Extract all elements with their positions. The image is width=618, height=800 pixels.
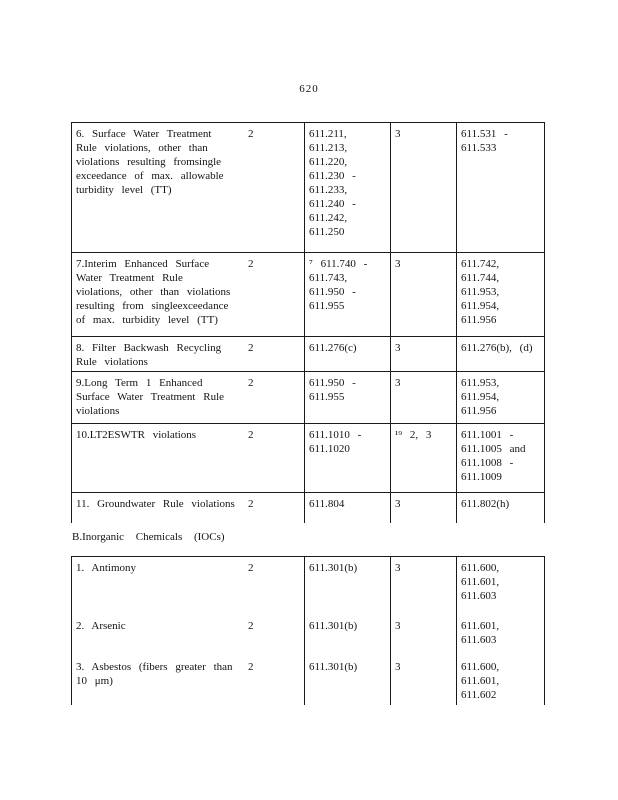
major-citation: 611.950 - 611.955 [309,377,356,403]
contaminant-cell: 11. Groundwater Rule violations 2 [71,492,305,523]
table-row: 2. Arsenic 2 611.301(b) 3 611.601, 611.6… [71,614,545,656]
major-violation-level: 2 [248,258,254,270]
contaminant-description: 7.Interim Enhanced Surface Water Treatme… [76,258,231,326]
contaminant-description: 6. Surface Water Treatment Rule violatio… [76,128,224,196]
minor-violation-level: 3 [395,128,401,140]
table-row: 7.Interim Enhanced Surface Water Treatme… [71,252,545,337]
contaminant-cell: 7.Interim Enhanced Surface Water Treatme… [71,252,305,337]
major-citation: 611.804 [309,498,345,510]
minor-violation-cell: 3 [390,252,457,337]
major-violation-level: 2 [248,342,254,354]
minor-violation-cell: 3 [390,655,457,705]
major-citation-cell: 611.211, 611.213, 611.220, 611.230 - 611… [304,122,391,253]
minor-citation-cell: 611.742, 611.744, 611.953, 611.954, 611.… [456,252,545,337]
contaminant-cell: 2. Arsenic 2 [71,614,305,656]
minor-citation-cell: 611.953, 611.954, 611.956 [456,371,545,424]
major-citation-cell: 611.1010 - 611.1020 [304,423,391,493]
minor-citation-cell: 611.802(h) [456,492,545,523]
minor-citation: 611.1001 - 611.1005 and 611.1008 - 611.1… [461,429,526,483]
table-row: 3. Asbestos (fibers greater than 10 μm) … [71,655,545,705]
contaminant-description: 10.LT2ESWTR violations [76,429,197,441]
contaminant-cell: 9.Long Term 1 Enhanced Surface Water Tre… [71,371,305,424]
table-row: 11. Groundwater Rule violations 2 611.80… [71,492,545,523]
minor-citation: 611.600, 611.601, 611.603 [461,562,500,602]
contaminant-description: 2. Arsenic [76,619,126,632]
table-row: 8. Filter Backwash Recycling Rule violat… [71,336,545,372]
minor-citation: 611.531 - 611.533 [461,128,508,154]
major-citation: 611.211, 611.213, 611.220, 611.230 - 611… [309,128,356,238]
minor-citation-cell: 611.1001 - 611.1005 and 611.1008 - 611.1… [456,423,545,493]
major-citation: 611.301(b) [309,619,358,632]
minor-citation: 611.742, 611.744, 611.953, 611.954, 611.… [461,258,500,326]
contaminant-cell: 6. Surface Water Treatment Rule violatio… [71,122,305,253]
major-citation-cell: 611.301(b) [304,655,391,705]
major-citation-cell: 611.804 [304,492,391,523]
minor-violation-level: 3 [395,258,401,270]
minor-violation-cell: 3 [390,614,457,656]
major-violation-level: 2 [248,377,254,389]
minor-citation: 611.953, 611.954, 611.956 [461,377,500,417]
violations-table-surface-water: 6. Surface Water Treatment Rule violatio… [71,122,545,523]
minor-citation-cell: 611.600, 611.601, 611.602 [456,655,545,705]
minor-violation-cell: 3 [390,336,457,372]
page-number: 620 [299,83,319,95]
minor-violation-level: 3 [395,342,401,354]
contaminant-description: 1. Antimony [76,562,137,574]
minor-citation: 611.276(b), (d) [461,342,533,354]
major-citation-cell: 611.301(b) [304,556,391,615]
contaminant-cell: 8. Filter Backwash Recycling Rule violat… [71,336,305,372]
major-citation-cell: 611.276(c) [304,336,391,372]
major-violation-level: 2 [248,429,254,441]
contaminant-description: 8. Filter Backwash Recycling Rule violat… [76,342,222,368]
section-header-inorganic-chemicals: B.Inorganic Chemicals (IOCs) [72,531,225,543]
minor-violation-level: 3 [395,498,401,510]
minor-violation-cell: 3 [390,556,457,615]
major-citation-cell: 611.950 - 611.955 [304,371,391,424]
minor-citation-cell: 611.601, 611.603 [456,614,545,656]
contaminant-cell: 10.LT2ESWTR violations 2 [71,423,305,493]
minor-citation: 611.802(h) [461,498,510,510]
minor-violation-level: 3 [395,619,401,632]
minor-citation-cell: 611.276(b), (d) [456,336,545,372]
table-row: 6. Surface Water Treatment Rule violatio… [71,122,545,253]
major-violation-level: 2 [248,562,254,574]
major-citation-cell: 611.301(b) [304,614,391,656]
major-violation-level: 2 [248,660,254,673]
minor-citation-cell: 611.531 - 611.533 [456,122,545,253]
minor-violation-cell: 3 [390,492,457,523]
major-citation: 611.301(b) [309,660,358,673]
major-citation: 611.1010 - 611.1020 [309,429,362,455]
minor-citation: 611.601, 611.603 [461,619,500,646]
contaminant-description: 11. Groundwater Rule violations [76,498,235,510]
major-citation: ⁷ 611.740 - 611.743, 611.950 - 611.955 [309,258,368,312]
violations-table-inorganic-chemicals: 1. Antimony 2 611.301(b) 3 611.600, 611.… [71,556,545,705]
major-violation-level: 2 [248,498,254,510]
minor-violation-cell: 3 [390,122,457,253]
table-row: 1. Antimony 2 611.301(b) 3 611.600, 611.… [71,556,545,615]
major-violation-level: 2 [248,619,254,632]
major-citation: 611.276(c) [309,342,357,354]
minor-violation-level: 3 [395,562,401,574]
minor-citation-cell: 611.600, 611.601, 611.603 [456,556,545,615]
minor-violation-level: ¹⁹ 2, 3 [395,429,432,441]
table-row: 9.Long Term 1 Enhanced Surface Water Tre… [71,371,545,424]
major-violation-level: 2 [248,128,254,140]
table-row: 10.LT2ESWTR violations 2 611.1010 - 611.… [71,423,545,493]
contaminant-cell: 1. Antimony 2 [71,556,305,615]
minor-violation-cell: 3 [390,371,457,424]
major-citation: 611.301(b) [309,562,358,574]
major-citation-cell: ⁷ 611.740 - 611.743, 611.950 - 611.955 [304,252,391,337]
minor-citation: 611.600, 611.601, 611.602 [461,660,500,701]
contaminant-cell: 3. Asbestos (fibers greater than 10 μm) … [71,655,305,705]
minor-violation-level: 3 [395,377,401,389]
contaminant-description: 9.Long Term 1 Enhanced Surface Water Tre… [76,377,225,417]
minor-violation-level: 3 [395,660,401,673]
minor-violation-cell: ¹⁹ 2, 3 [390,423,457,493]
contaminant-description: 3. Asbestos (fibers greater than 10 μm) [76,660,233,687]
